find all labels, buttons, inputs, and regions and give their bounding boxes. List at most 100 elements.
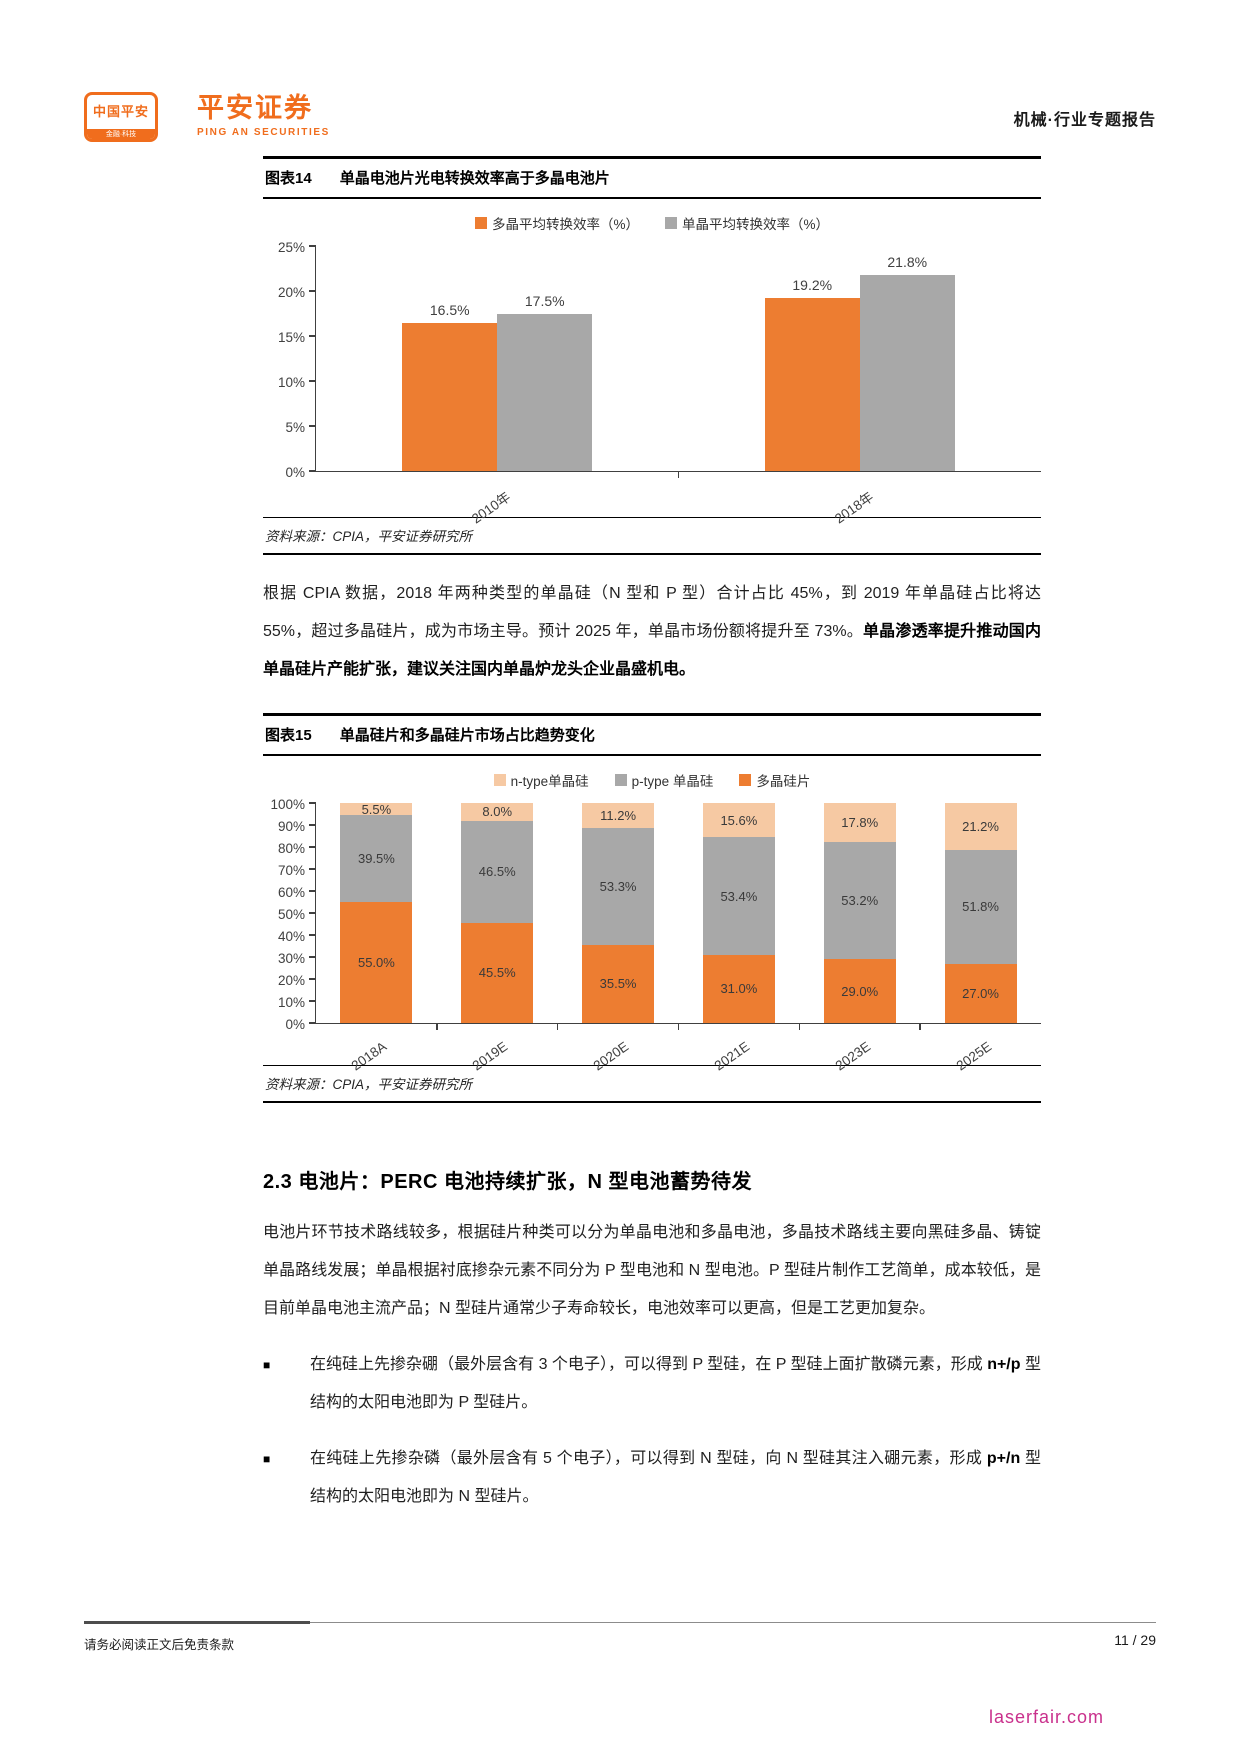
- x-category-label: 2025E: [920, 1032, 1041, 1074]
- square-bullet-icon: ■: [263, 1452, 271, 1466]
- segment-data-label: 46.5%: [478, 864, 516, 880]
- bar-segment: 39.5%: [340, 815, 413, 902]
- x-tick-mark: [677, 471, 680, 478]
- legend-item: 多晶硅片: [739, 770, 810, 790]
- bar-segment: 17.8%: [823, 803, 896, 843]
- plot-canvas: 55.0% 39.5% 5.5% 45.5% 46.5% 8.0% 35.5% 53.3% 11…: [309, 802, 1041, 1030]
- page-header: 中国平安 金融·科技 平安证券 PING AN SECURITIES 机械·行业…: [84, 92, 1156, 148]
- segment-data-label: 21.2%: [962, 818, 999, 834]
- legend-swatch-icon: [493, 774, 506, 786]
- logo-subtext: 金融·科技: [87, 129, 155, 139]
- x-category-label: 2021E: [678, 1032, 799, 1074]
- legend-label: 多晶平均转换效率（%）: [491, 217, 639, 232]
- y-tick-mark: [309, 824, 316, 826]
- legend-item: 多晶平均转换效率（%）: [474, 213, 639, 233]
- figure15-source: 资料来源：CPIA，平安证券研究所: [263, 1065, 1041, 1103]
- y-tick-mark: [309, 380, 316, 382]
- y-tick-mark: [309, 290, 316, 292]
- y-tick-label: 10%: [277, 375, 305, 390]
- bar-segment: 27.0%: [944, 963, 1017, 1023]
- y-tick-mark: [309, 956, 316, 958]
- bar: [859, 274, 955, 471]
- bar-segment: 35.5%: [582, 944, 655, 1023]
- segment-data-label: 27.0%: [962, 985, 999, 1001]
- stacked-bar: 35.5% 53.3% 11.2%: [582, 803, 655, 1023]
- y-tick-label: 90%: [277, 819, 305, 834]
- bar-segment: 53.2%: [823, 842, 896, 960]
- bar-cell: 16.5%: [402, 302, 498, 471]
- bar: [764, 298, 860, 471]
- logo-text: 中国平安: [92, 104, 149, 119]
- x-category-label: 2020E: [557, 1032, 678, 1074]
- bar-data-label: 21.8%: [887, 253, 928, 270]
- segment-data-label: 39.5%: [357, 851, 395, 867]
- bullet-text: 在纯硅上先掺杂硼（最外层含有 3 个电子），可以得到 P 型硅，在 P 型硅上面…: [310, 1346, 1041, 1422]
- footer-divider-accent: [84, 1620, 310, 1624]
- legend-item: n-type单晶硅: [493, 770, 589, 790]
- bars-row: 16.5% 17.5% 19.2% 21.8%: [316, 247, 1041, 471]
- y-axis: 0% 10% 20% 30% 40% 50% 60% 70% 80% 90% 100%: [263, 797, 315, 1032]
- bar-group: 19.2% 21.8%: [764, 253, 955, 471]
- bar-segment: 45.5%: [461, 922, 534, 1023]
- bar: [402, 322, 498, 471]
- y-tick-mark: [309, 978, 316, 980]
- y-tick-label: 10%: [277, 995, 305, 1010]
- bar-cell: 21.8%: [859, 253, 955, 471]
- y-tick-label: 15%: [277, 330, 305, 345]
- content-column: 图表14 单晶电池片光电转换效率高于多晶电池片 多晶平均转换效率（%） 单晶平均转换…: [263, 156, 1041, 1516]
- y-tick-label: 0%: [285, 465, 305, 480]
- y-tick-label: 20%: [277, 973, 305, 988]
- y-tick-mark: [309, 934, 316, 936]
- bar-data-label: 19.2%: [792, 277, 833, 294]
- bar-segment: 21.2%: [944, 803, 1017, 850]
- segment-data-label: 29.0%: [841, 983, 879, 999]
- legend-label: p-type 单晶硅: [631, 774, 714, 789]
- text-segment: 型结构的太阳电池即为 N 型硅片。: [310, 1450, 1041, 1505]
- text-segment: 型结构的太阳电池即为 P 型硅片。: [310, 1356, 1041, 1411]
- y-tick-mark: [309, 1000, 316, 1002]
- legend-item: 单晶平均转换效率（%）: [665, 213, 829, 233]
- figure15-title: 单晶硅片和多晶硅片市场占比趋势变化: [339, 727, 595, 744]
- pingan-logo: 中国平安 金融·科技: [84, 92, 158, 142]
- y-tick-label: 70%: [277, 863, 305, 878]
- watermark-text: laserfair.com: [988, 1707, 1104, 1727]
- segment-data-label: 8.0%: [482, 804, 513, 820]
- y-tick-label: 20%: [277, 285, 305, 300]
- y-tick-mark: [309, 846, 316, 848]
- bar-cell: 17.5%: [497, 293, 593, 471]
- footer-disclaimer: 请务必阅读正文后免责条款: [84, 1638, 235, 1652]
- x-category-label: 2018年: [678, 480, 1041, 526]
- segment-data-label: 55.0%: [357, 955, 395, 970]
- segment-data-label: 51.8%: [962, 899, 999, 915]
- bar-segment: 53.4%: [702, 837, 775, 955]
- bullet-item-n-type: ■ 在纯硅上先掺杂磷（最外层含有 5 个电子），可以得到 N 型硅，向 N 型硅…: [263, 1440, 1041, 1516]
- bar-segment: 31.0%: [702, 954, 775, 1023]
- paragraph-cell-tech: 电池片环节技术路线较多，根据硅片种类可以分为单晶电池和多晶电池，多晶技术路线主要…: [263, 1224, 1041, 1317]
- y-tick-label: 30%: [277, 951, 305, 966]
- x-category-label: 2018A: [315, 1032, 436, 1074]
- figure15-label: 图表15: [265, 727, 312, 744]
- text-segment: n+/p: [987, 1356, 1021, 1373]
- x-tick-mark: [919, 1023, 921, 1030]
- text-segment: 根据 CPIA 数据，2018 年两种类型的单晶硅（N 型和 P 型）合计占比 …: [263, 585, 1041, 640]
- y-tick-mark: [309, 470, 316, 472]
- figure14-title-band: 图表14 单晶电池片光电转换效率高于多晶电池片: [263, 156, 1041, 199]
- stacked-bar: 31.0% 53.4% 15.6%: [702, 803, 775, 1023]
- y-tick-mark: [309, 425, 316, 427]
- segment-data-label: 53.3%: [599, 878, 637, 894]
- y-tick-mark: [309, 245, 316, 247]
- bullet-item-p-type: ■ 在纯硅上先掺杂硼（最外层含有 3 个电子），可以得到 P 型硅，在 P 型硅…: [263, 1346, 1041, 1422]
- x-tick-mark: [436, 1023, 438, 1030]
- x-category-label: 2010年: [315, 480, 678, 526]
- y-tick-mark: [309, 868, 316, 870]
- stacked-bar: 55.0% 39.5% 5.5%: [340, 802, 413, 1023]
- text-segment: 在纯硅上先掺杂磷（最外层含有 5 个电子），可以得到 N 型硅，向 N 型硅其注…: [310, 1450, 987, 1467]
- y-tick-mark: [309, 802, 316, 804]
- y-tick-mark: [309, 335, 316, 337]
- bar: [497, 313, 593, 471]
- plot-area: 0% 5% 10% 15% 20% 25% 16.5% 17.5% 19.2% 21.8%: [263, 240, 1041, 480]
- bar-group: 16.5% 17.5%: [402, 293, 593, 471]
- figure14-label: 图表14: [265, 170, 312, 187]
- section-heading-2-3: 2.3 电池片：PERC 电池持续扩张，N 型电池蓄势待发: [263, 1171, 752, 1193]
- text-segment: 单晶渗透率提升推动国内单晶硅片产能扩张，建议关注国内单晶炉龙头企业晶盛机电。: [263, 623, 1041, 678]
